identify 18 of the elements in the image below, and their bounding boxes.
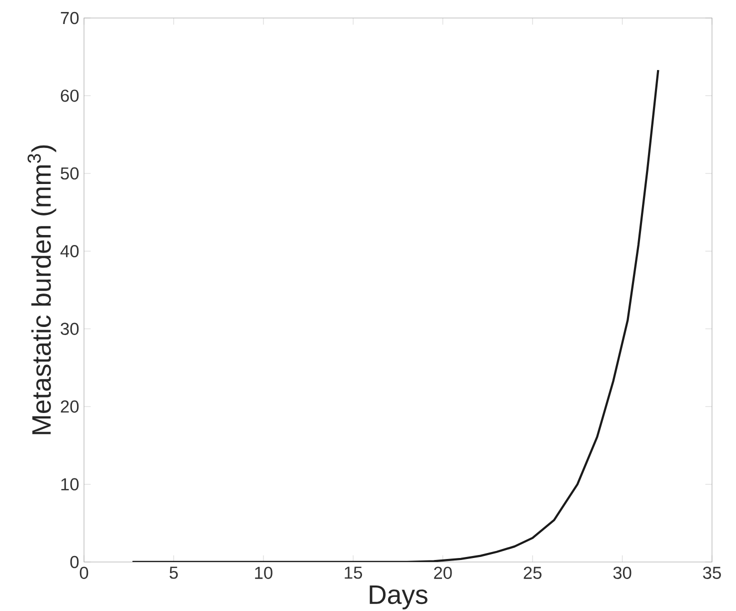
y-tick-label: 70 [60,12,79,24]
x-tick-label: 25 [524,566,542,579]
x-tick-label: 35 [703,566,721,579]
y-tick-label: 50 [60,167,79,180]
y-tick-label: 40 [60,245,79,258]
x-axis-title: Days [370,585,428,610]
x-tick-label: 10 [255,566,272,579]
y-tick-label: 20 [60,400,79,413]
x-tick-label: 0 [80,566,88,579]
x-tick-label: 30 [613,566,632,579]
y-tick-label: 60 [60,90,79,102]
y-axis-title: Metastatic burden (mm$^{3}$) [28,145,56,434]
x-tick-label: 5 [170,566,178,579]
y-tick-label: 30 [60,322,79,335]
x-tick-label: 20 [434,566,452,579]
y-tick-label: 10 [61,478,79,490]
y-tick-label: 0 [70,556,79,568]
x-tick-label: 15 [344,566,362,579]
